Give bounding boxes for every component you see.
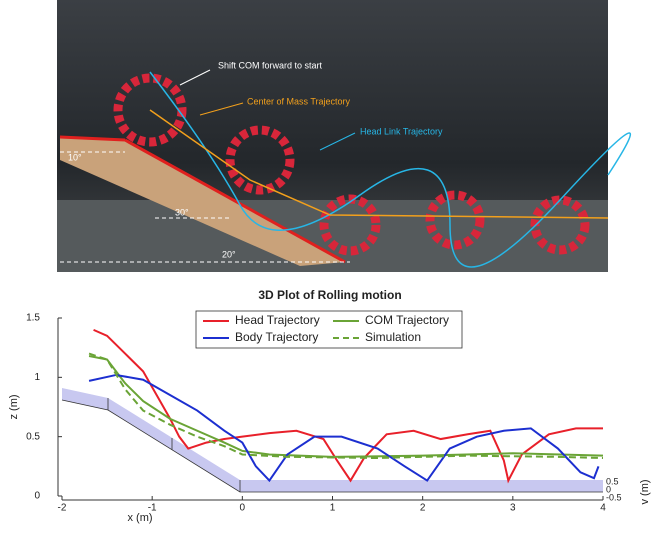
- y-tick-label: 1: [34, 372, 40, 383]
- annotation: Center of Mass Trajectory: [247, 96, 351, 106]
- legend-label: Head Trajectory: [235, 313, 320, 327]
- annotation: Shift COM forward to start: [218, 60, 323, 70]
- photo: Shift COM forward to start Center of Mas…: [57, 0, 630, 272]
- annotation: Head Link Trajectory: [360, 126, 443, 136]
- figure: Shift COM forward to start Center of Mas…: [0, 0, 658, 554]
- v-tick-label: -0.5: [606, 492, 622, 502]
- y-tick-label: 1.5: [26, 313, 40, 324]
- x-tick-label: 4: [600, 503, 606, 514]
- series-line: [89, 375, 598, 481]
- x-tick-label: -1: [148, 503, 157, 514]
- x-tick-label: 3: [510, 503, 516, 514]
- chart-title: 3D Plot of Rolling motion: [258, 288, 401, 302]
- y-tick-label: 0.5: [26, 431, 40, 442]
- y-tick-label: 0: [34, 491, 40, 502]
- x-tick-label: 1: [330, 503, 336, 514]
- angle-label: 10°: [68, 152, 82, 162]
- x-tick-label: 0: [240, 503, 246, 514]
- v-axis-label: v (m): [639, 479, 651, 504]
- x-tick-label: 2: [420, 503, 426, 514]
- x-tick-label: -2: [58, 503, 67, 514]
- angle-label: 30°: [175, 207, 189, 217]
- series-line: [94, 330, 603, 481]
- angle-label: 20°: [222, 249, 236, 259]
- ramp-surface: [62, 388, 603, 492]
- y-axis-label: z (m): [8, 394, 20, 419]
- legend-label: Body Trajectory: [235, 330, 318, 344]
- legend-label: Simulation: [365, 330, 421, 344]
- x-axis-label: x (m): [127, 512, 152, 524]
- legend-label: COM Trajectory: [365, 313, 449, 327]
